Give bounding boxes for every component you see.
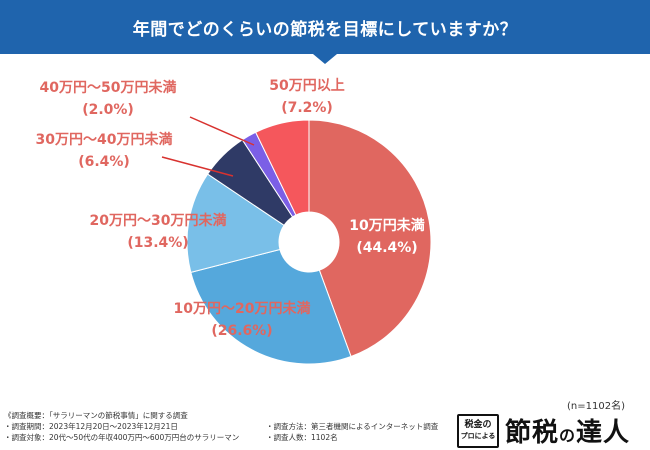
survey-footnotes: 《調査概要：「サラリーマンの節税事情」に関する調査 ・調査期間：2023年12月… (4, 410, 438, 443)
logo-word-c: 達人 (576, 418, 631, 448)
page-title-bar: 年間でどのくらいの節税を目標にしていますか？ (0, 0, 650, 54)
logo-word-a: 節税 (505, 418, 560, 448)
footnote-period: ・調査期間：2023年12月20日～2023年12月21日 (4, 422, 178, 431)
slice-value-6: (7.2%) (281, 100, 333, 116)
donut-slice-3 (186, 173, 285, 273)
footnote-target: ・調査対象：20代～50代の年収400万円～600万円台のサラリーマン (4, 433, 240, 442)
footnote-method: ・調査方法：第三者機関によるインターネット調査 (266, 422, 439, 431)
donut-slice-2 (190, 248, 352, 365)
slice-value-4: (6.4%) (78, 154, 130, 170)
slice-value-2: (26.6%) (211, 323, 272, 339)
title-notch (313, 54, 337, 64)
footnote-overview: 《調査概要：「サラリーマンの節税事情」に関する調査 (4, 411, 188, 420)
slice-label-1: 10万円未満 (349, 217, 424, 234)
slice-label-6: 50万円以上 (269, 78, 344, 94)
logo-badge-line2: プロによる (460, 431, 496, 440)
donut-slice-6 (255, 119, 310, 216)
logo-wordmark: 節税の達人 (505, 412, 630, 449)
logo-badge-line1: 税金の (464, 419, 492, 430)
page-title: 年間でどのくらいの節税を目標にしていますか？ (132, 19, 518, 40)
donut-slice-1 (308, 119, 432, 358)
slice-label-2: 10万円～20万円未満 (174, 300, 311, 317)
brand-logo: 税金の プロによる 節税の達人 (457, 412, 630, 449)
slice-label-3: 20万円～30万円未満 (90, 212, 227, 229)
slice-value-3: (13.4%) (127, 235, 188, 251)
slice-label-5: 40万円～50万円未満 (40, 79, 177, 96)
slice-value-1: (44.4%) (356, 240, 417, 256)
slice-value-5: (2.0%) (82, 102, 134, 118)
logo-word-b: の (559, 426, 577, 445)
slice-label-4: 30万円～40万円未満 (36, 131, 173, 148)
leader-line-4 (161, 156, 234, 177)
leader-line-5 (189, 116, 255, 146)
logo-badge: 税金の プロによる (457, 413, 499, 448)
footnote-count: ・調査人数：1102名 (266, 433, 338, 442)
sample-size-label: (n=1102名) (567, 401, 625, 412)
